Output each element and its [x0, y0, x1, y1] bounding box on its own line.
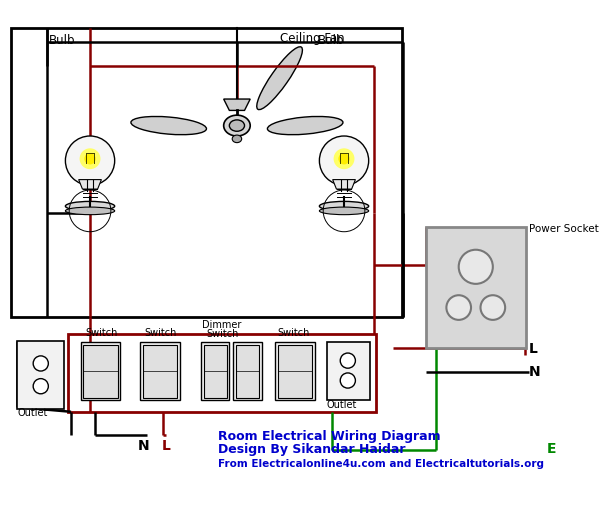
Ellipse shape: [257, 47, 303, 109]
Bar: [84, 345, 118, 398]
Circle shape: [33, 379, 48, 394]
Circle shape: [65, 136, 115, 185]
Polygon shape: [332, 179, 356, 189]
Circle shape: [334, 148, 354, 169]
Ellipse shape: [224, 115, 250, 136]
Bar: [275, 342, 315, 400]
Bar: [201, 342, 229, 400]
Bar: [278, 345, 312, 398]
Text: Design By Sikandar Haidar: Design By Sikandar Haidar: [218, 443, 406, 457]
Text: Switch: Switch: [207, 329, 239, 339]
Circle shape: [320, 136, 368, 185]
Text: L: L: [162, 439, 170, 453]
Bar: [204, 345, 226, 398]
Ellipse shape: [131, 116, 206, 135]
Bar: [81, 342, 120, 400]
Text: Power Socket: Power Socket: [529, 224, 598, 234]
Bar: [233, 342, 262, 400]
Text: Ceiling Fan: Ceiling Fan: [279, 32, 344, 45]
Ellipse shape: [232, 135, 242, 143]
Polygon shape: [224, 99, 250, 110]
Ellipse shape: [229, 120, 245, 132]
Circle shape: [447, 295, 471, 320]
Text: Switch: Switch: [144, 328, 176, 338]
Circle shape: [459, 250, 493, 284]
Circle shape: [340, 373, 356, 388]
Text: Room Electrical Wiring Diagram: Room Electrical Wiring Diagram: [218, 430, 440, 443]
Circle shape: [84, 153, 96, 165]
Text: Outlet: Outlet: [17, 408, 48, 418]
Text: Switch: Switch: [85, 328, 118, 338]
Ellipse shape: [320, 207, 368, 215]
Circle shape: [481, 295, 505, 320]
Text: E: E: [547, 441, 556, 456]
Ellipse shape: [65, 207, 115, 215]
Circle shape: [340, 353, 356, 368]
Text: Bulb: Bulb: [317, 34, 344, 47]
Text: N: N: [529, 365, 540, 379]
Text: Switch: Switch: [278, 328, 310, 338]
Bar: [143, 345, 178, 398]
Text: From Electricalonline4u.com and Electricaltutorials.org: From Electricalonline4u.com and Electric…: [218, 459, 544, 469]
Ellipse shape: [65, 201, 115, 211]
Text: Outlet: Outlet: [327, 400, 357, 410]
Circle shape: [339, 153, 350, 165]
Circle shape: [80, 148, 101, 169]
Text: Bulb: Bulb: [49, 34, 76, 47]
Bar: [68, 334, 376, 412]
Bar: [140, 342, 180, 400]
Text: N: N: [138, 439, 150, 453]
Bar: [327, 342, 370, 400]
Text: Dimmer: Dimmer: [202, 320, 241, 330]
Text: L: L: [529, 342, 538, 356]
Circle shape: [33, 356, 48, 371]
Polygon shape: [79, 179, 101, 189]
Bar: [12, 28, 402, 317]
Bar: [17, 341, 65, 409]
Bar: [236, 345, 259, 398]
Bar: [426, 227, 526, 348]
Ellipse shape: [320, 201, 368, 211]
Ellipse shape: [267, 116, 343, 135]
